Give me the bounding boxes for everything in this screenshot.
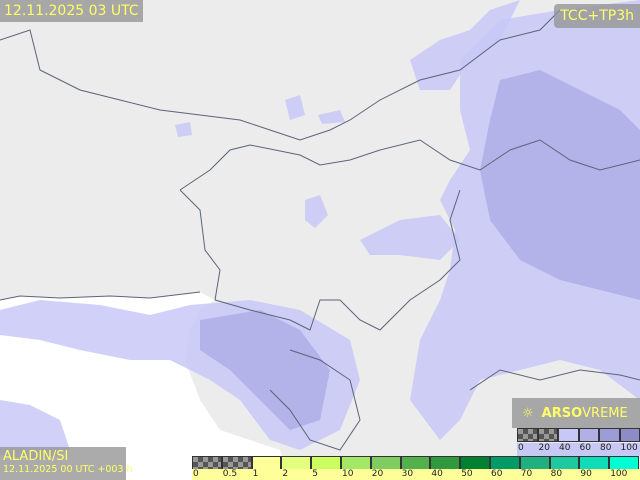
borders bbox=[0, 9, 640, 451]
legend-tick: 100 bbox=[610, 469, 628, 479]
legend-swatch bbox=[370, 456, 401, 470]
legend-tick: 100 bbox=[620, 443, 638, 453]
cloud-cover-legend bbox=[517, 428, 640, 442]
precipitation-legend bbox=[192, 456, 639, 470]
precipitation-legend-ticks: 0 0.5 1 2 5 10 20 30 40 50 60 70 80 90 100 bbox=[192, 469, 640, 480]
legend-tick: 70 bbox=[520, 469, 533, 479]
legend-swatch bbox=[281, 456, 312, 470]
legend-tick: 0 bbox=[518, 443, 524, 453]
valid-time-label: 12.11.2025 03 UTC bbox=[0, 0, 143, 22]
legend-swatch bbox=[251, 456, 282, 470]
legend-swatch bbox=[579, 456, 610, 470]
legend-swatch bbox=[549, 456, 580, 470]
legend-swatch bbox=[519, 456, 550, 470]
legend-tick: 10 bbox=[342, 469, 354, 479]
legend-tick: 20 bbox=[538, 443, 550, 453]
legend-swatch bbox=[400, 456, 431, 470]
legend-tick: 50 bbox=[461, 469, 473, 479]
legend-swatch bbox=[192, 456, 222, 470]
legend-swatch bbox=[221, 456, 252, 470]
legend-tick: 20 bbox=[371, 469, 384, 479]
brand-bold: ARSO bbox=[541, 405, 583, 421]
sun-cloud-icon: ☼ bbox=[522, 405, 534, 421]
legend-tick: 60 bbox=[491, 469, 503, 479]
legend-swatch bbox=[599, 428, 620, 442]
model-run-time: 12.11.2025 00 UTC +003 h bbox=[3, 464, 133, 475]
legend-swatch bbox=[609, 456, 639, 470]
legend-swatch bbox=[517, 428, 538, 442]
legend-swatch bbox=[489, 456, 520, 470]
legend-tick: 0.5 bbox=[222, 469, 238, 479]
cloud-cover-legend-ticks: 0 20 40 60 80 100 bbox=[517, 443, 640, 456]
legend-tick: 30 bbox=[401, 469, 414, 479]
legend-tick: 40 bbox=[431, 469, 443, 479]
legend-swatch bbox=[537, 428, 558, 442]
legend-tick: 5 bbox=[312, 469, 318, 479]
legend-swatch bbox=[558, 428, 579, 442]
legend-tick: 40 bbox=[559, 443, 571, 453]
cloud-cover-dense bbox=[200, 70, 640, 430]
legend-tick: 80 bbox=[600, 443, 612, 453]
legend-tick: 60 bbox=[579, 443, 591, 453]
legend-tick: 0 bbox=[193, 469, 199, 479]
legend-tick: 2 bbox=[282, 469, 289, 479]
legend-swatch bbox=[460, 456, 490, 470]
model-run-panel: ALADIN/SI 12.11.2025 00 UTC +003 h bbox=[0, 447, 133, 480]
legend-swatch bbox=[340, 456, 371, 470]
product-label: TCC+TP3h bbox=[554, 4, 640, 28]
legend-swatch bbox=[578, 428, 599, 442]
legend-tick: 80 bbox=[550, 469, 563, 479]
legend-swatch bbox=[311, 456, 341, 470]
legend-swatch bbox=[619, 428, 640, 442]
legend-tick: 90 bbox=[580, 469, 592, 479]
brand-light: VREME bbox=[582, 405, 628, 421]
legend-swatch bbox=[430, 456, 461, 470]
arso-vreme-logo[interactable]: ☼ ARSOVREME bbox=[512, 398, 640, 428]
model-name: ALADIN/SI bbox=[3, 449, 69, 464]
legend-tick: 1 bbox=[252, 469, 259, 479]
